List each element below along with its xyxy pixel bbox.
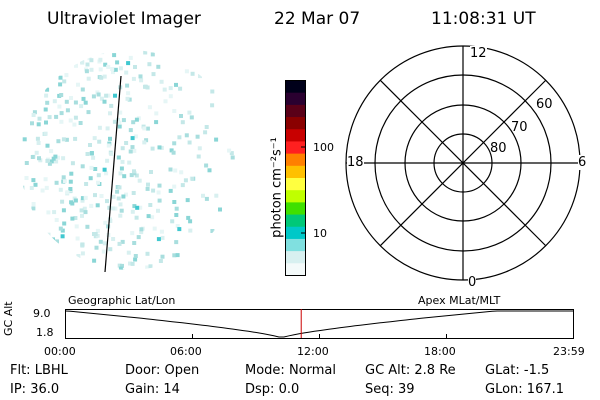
status-field: Flt: LBHL xyxy=(10,363,68,378)
status-key: IP: xyxy=(10,382,31,397)
mlt-label-18: 18 xyxy=(347,155,364,170)
status-key: Door: xyxy=(125,363,165,378)
colorbar-band xyxy=(285,202,306,216)
colorbar-band xyxy=(285,141,306,155)
colorbar-band xyxy=(285,104,306,118)
colorbar-band xyxy=(285,238,306,252)
status-key: GLon: xyxy=(485,382,527,397)
colorbar-tick-10: 10 xyxy=(313,227,327,240)
status-key: Dsp: xyxy=(245,382,279,397)
x-tick-4: 23:59 xyxy=(553,345,585,358)
colorbar-tick-100: 100 xyxy=(313,141,334,154)
polar-plot xyxy=(345,45,581,281)
lat-label-70: 70 xyxy=(511,120,528,135)
status-field: Mode: Normal xyxy=(245,363,336,378)
status-key: Seq: xyxy=(365,382,399,397)
time-label: 11:08:31 UT xyxy=(431,9,536,29)
status-value: LBHL xyxy=(34,363,68,378)
status-field: Seq: 39 xyxy=(365,382,415,397)
x-tick-2: 12:00 xyxy=(297,345,329,358)
status-value: -1.5 xyxy=(523,363,550,378)
colorbar-band xyxy=(285,80,306,94)
instrument-title: Ultraviolet Imager xyxy=(47,9,201,29)
colorbar xyxy=(285,80,306,276)
x-tick-3: 18:00 xyxy=(424,345,456,358)
status-key: Flt: xyxy=(10,363,35,378)
altitude-timeline xyxy=(65,309,574,339)
timeline-left-title: Geographic Lat/Lon xyxy=(68,294,176,307)
colorbar-band xyxy=(285,263,306,276)
timeline-y-tick-high: 9.0 xyxy=(33,307,51,320)
status-field: IP: 36.0 xyxy=(10,382,59,397)
colorbar-band xyxy=(285,190,306,203)
lat-label-60: 60 xyxy=(536,97,553,112)
status-value: 2.8 Re xyxy=(414,363,456,378)
colorbar-band xyxy=(285,226,306,240)
status-field: Gain: 14 xyxy=(125,382,180,397)
timeline-y-tick-low: 1.8 xyxy=(36,326,54,339)
colorbar-band xyxy=(285,129,306,142)
colorbar-band xyxy=(285,117,306,130)
status-key: GLat: xyxy=(485,363,524,378)
timeline-right-title: Apex MLat/MLT xyxy=(418,294,501,307)
status-value: 14 xyxy=(163,382,180,397)
mlt-label-12: 12 xyxy=(470,46,487,61)
status-value: Open xyxy=(164,363,200,378)
status-value: 0.0 xyxy=(278,382,300,397)
lat-label-80: 80 xyxy=(490,141,507,156)
mlt-label-0: 0 xyxy=(468,275,477,290)
status-field: GLat: -1.5 xyxy=(485,363,549,378)
status-key: Gain: xyxy=(125,382,164,397)
x-tick-0: 00:00 xyxy=(44,345,76,358)
timeline-y-label: GC Alt xyxy=(2,301,15,336)
status-field: GC Alt: 2.8 Re xyxy=(365,363,456,378)
mlt-label-6: 6 xyxy=(578,155,587,170)
colorbar-band xyxy=(285,92,306,106)
status-value: 36.0 xyxy=(30,382,60,397)
status-key: Mode: xyxy=(245,363,289,378)
orbit-track-line xyxy=(104,75,122,273)
status-value: 39 xyxy=(398,382,415,397)
colorbar-band xyxy=(285,214,306,228)
uv-image xyxy=(20,50,240,273)
status-value: 167.1 xyxy=(526,382,565,397)
colorbar-unit-label: photon cm⁻²s⁻¹ xyxy=(269,137,285,238)
colorbar-band xyxy=(285,178,306,191)
x-tick-1: 06:00 xyxy=(170,345,202,358)
colorbar-band xyxy=(285,153,306,167)
status-value: Normal xyxy=(288,363,336,378)
status-field: Dsp: 0.0 xyxy=(245,382,299,397)
colorbar-band xyxy=(285,251,306,264)
status-key: GC Alt: xyxy=(365,363,415,378)
status-field: Door: Open xyxy=(125,363,199,378)
status-field: GLon: 167.1 xyxy=(485,382,564,397)
colorbar-band xyxy=(285,165,306,179)
date-label: 22 Mar 07 xyxy=(274,9,361,29)
